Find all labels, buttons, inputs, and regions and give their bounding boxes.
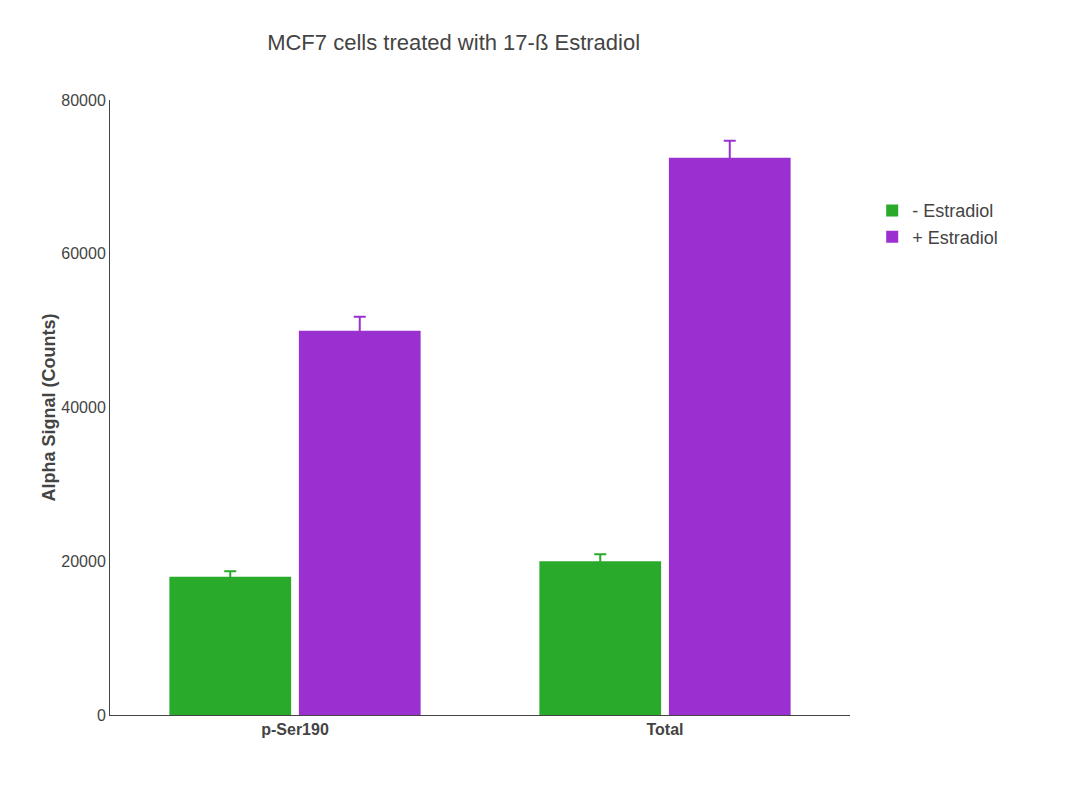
svg-text:0: 0	[97, 707, 106, 724]
svg-text:p-Ser190: p-Ser190	[261, 721, 329, 738]
svg-text:60000: 60000	[61, 245, 106, 262]
svg-text:+ Estradiol: + Estradiol	[912, 228, 998, 248]
svg-text:Total: Total	[646, 721, 683, 738]
svg-text:80000: 80000	[61, 92, 106, 109]
svg-text:20000: 20000	[61, 553, 106, 570]
svg-text:MCF7 cells treated with 17-ß E: MCF7 cells treated with 17-ß Estradiol	[267, 30, 640, 55]
svg-text:Alpha Signal (Counts): Alpha Signal (Counts)	[39, 314, 59, 502]
svg-text:40000: 40000	[61, 399, 106, 416]
svg-text:- Estradiol: - Estradiol	[912, 201, 993, 221]
